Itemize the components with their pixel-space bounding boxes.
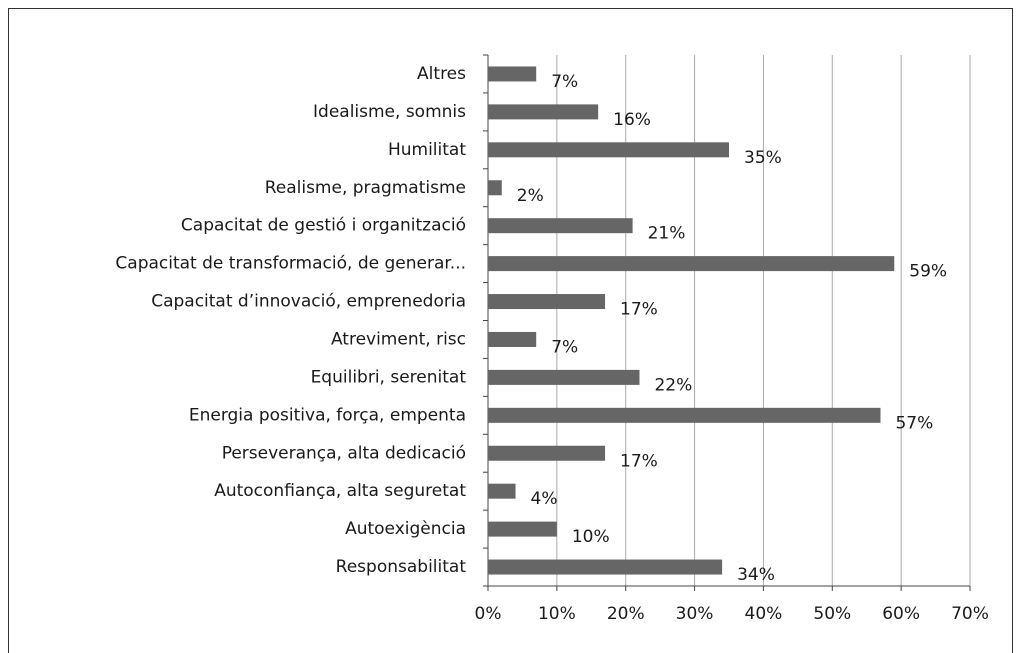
- bar: [488, 66, 537, 82]
- y-tick-label: Altres: [417, 64, 466, 84]
- value-label: 2%: [517, 186, 544, 206]
- x-tick-label: 0%: [475, 604, 502, 624]
- value-label: 34%: [737, 565, 775, 585]
- y-tick-label: Energia positiva, força, empenta: [189, 405, 466, 425]
- bar: [488, 142, 729, 158]
- value-label: 4%: [531, 489, 558, 509]
- x-tick-label: 20%: [607, 604, 645, 624]
- x-tick-label: 40%: [745, 604, 783, 624]
- y-tick-label: Capacitat de gestió i organització: [181, 216, 466, 236]
- value-label: 59%: [909, 262, 947, 282]
- y-tick-label: Perseverança, alta dedicació: [222, 443, 466, 463]
- bar: [488, 104, 599, 120]
- y-tick-label: Capacitat d’innovació, emprenedoria: [151, 292, 466, 312]
- bar: [488, 483, 516, 499]
- bar: [488, 521, 557, 537]
- y-tick-label: Equilibri, serenitat: [311, 367, 467, 387]
- y-tick-label: Atreviment, risc: [331, 329, 466, 349]
- value-label: 21%: [648, 224, 686, 244]
- value-label: 10%: [572, 527, 610, 547]
- bar: [488, 180, 502, 196]
- bar: [488, 445, 606, 461]
- y-tick-label: Responsabilitat: [336, 557, 467, 577]
- x-tick-label: 70%: [951, 604, 989, 624]
- bar: [488, 331, 537, 347]
- y-tick-label: Idealisme, somnis: [313, 102, 466, 122]
- y-tick-label: Autoconfiança, alta seguretat: [214, 481, 466, 501]
- bar: [488, 294, 606, 310]
- value-label: 17%: [620, 300, 658, 320]
- x-tick-label: 50%: [813, 604, 851, 624]
- x-tick-label: 10%: [538, 604, 576, 624]
- value-label: 16%: [613, 110, 651, 130]
- frame: [8, 8, 1013, 653]
- bar: [488, 369, 640, 385]
- y-tick-label: Autoexigència: [345, 519, 466, 539]
- bar: [488, 407, 881, 423]
- value-label: 35%: [744, 148, 782, 168]
- y-tick-label: Realisme, pragmatisme: [265, 178, 466, 198]
- value-label: 17%: [620, 451, 658, 471]
- value-label: 7%: [551, 72, 578, 92]
- bar: [488, 256, 895, 272]
- value-label: 57%: [895, 413, 933, 433]
- bar: [488, 218, 633, 234]
- bar: [488, 559, 723, 575]
- x-tick-label: 30%: [676, 604, 714, 624]
- y-tick-label: Humilitat: [388, 140, 466, 160]
- y-tick-label: Capacitat de transformació, de generar..…: [115, 254, 466, 274]
- value-label: 7%: [551, 337, 578, 357]
- value-label: 22%: [654, 375, 692, 395]
- x-tick-label: 60%: [882, 604, 920, 624]
